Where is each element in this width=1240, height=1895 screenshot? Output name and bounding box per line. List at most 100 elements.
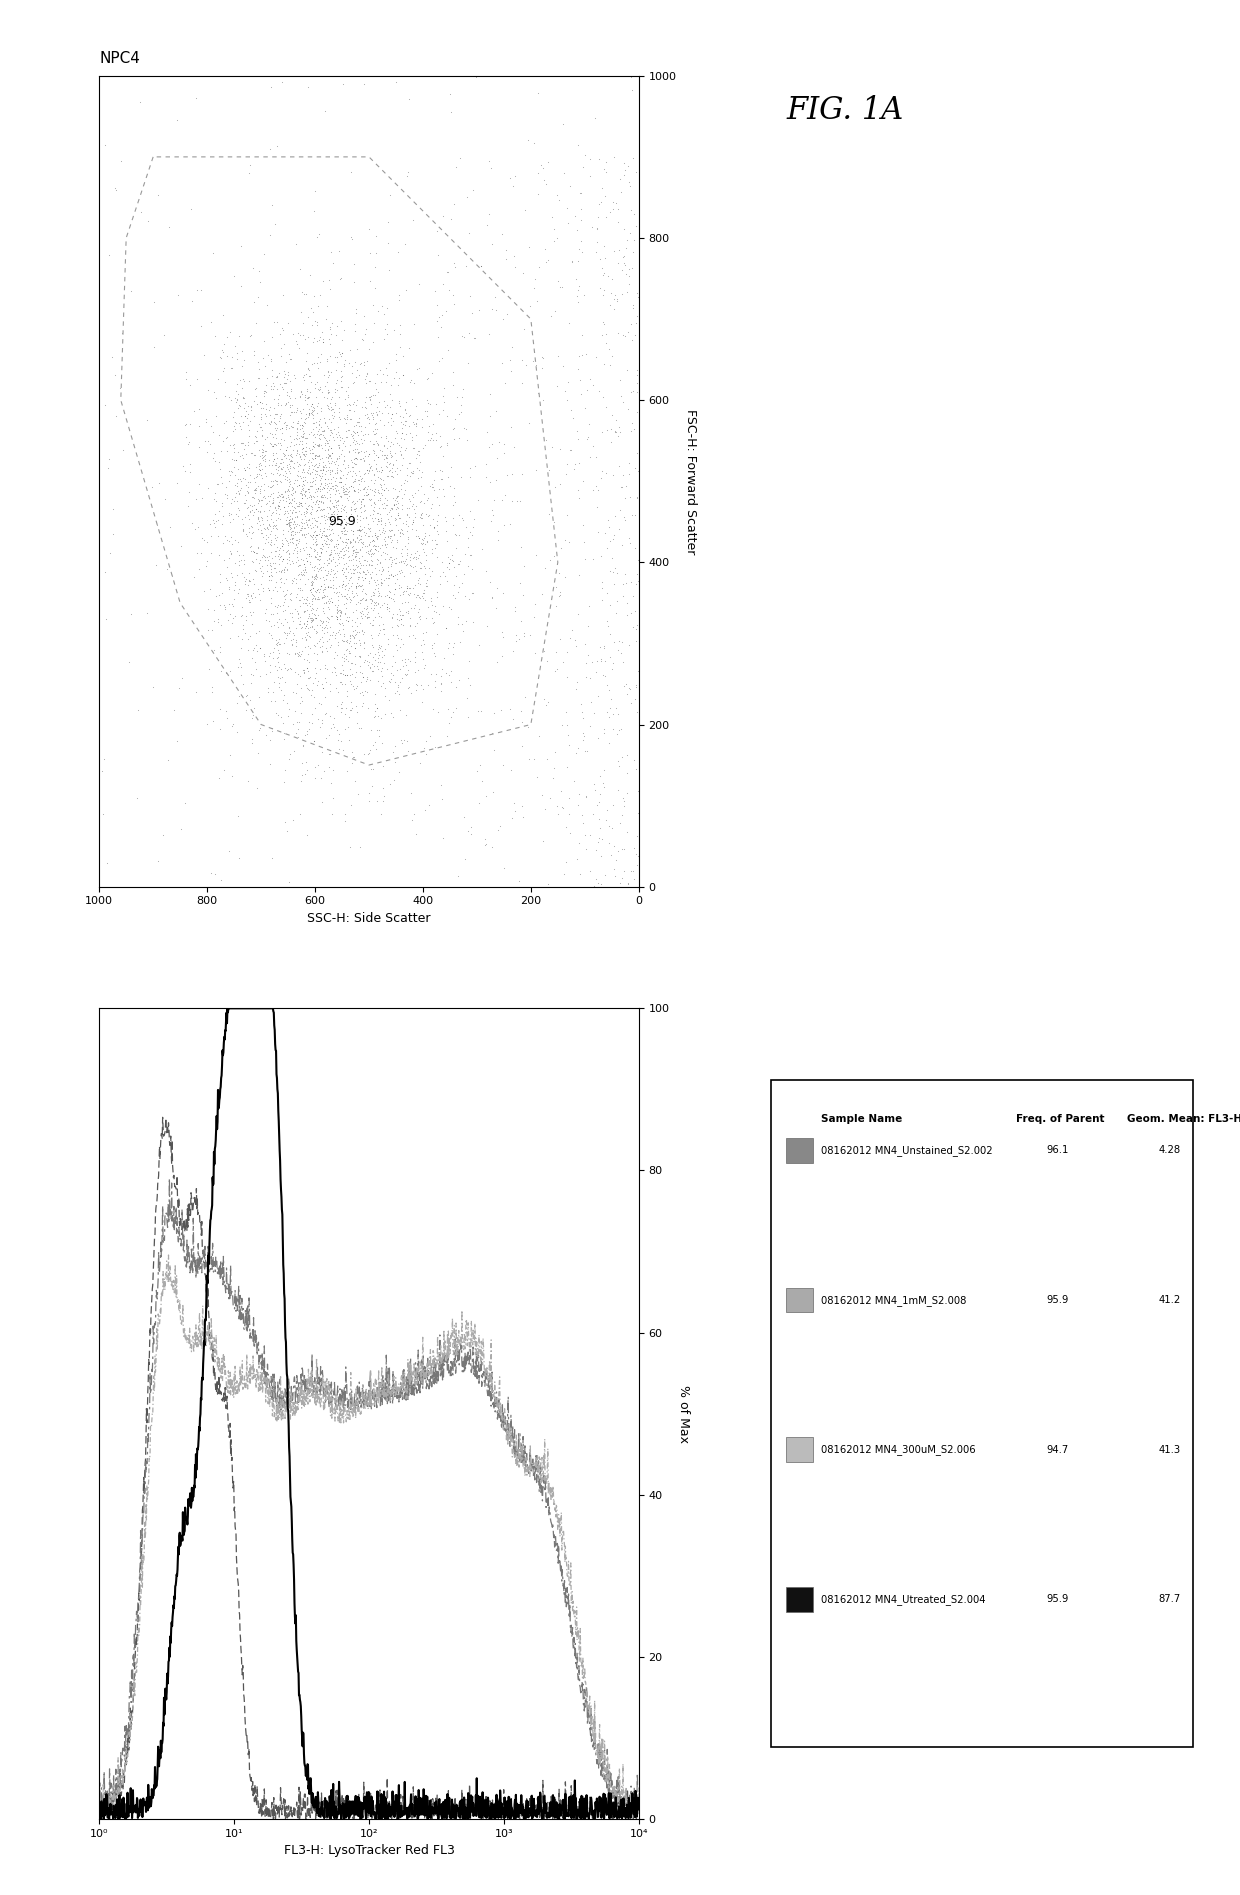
Point: [377, 591, 397, 622]
Point: [615, 320, 635, 351]
Point: [377, 447, 397, 478]
Point: [443, 502, 463, 532]
Point: [608, 557, 627, 587]
Point: [260, 749, 280, 779]
Point: [363, 525, 383, 555]
Point: [627, 396, 647, 426]
Point: [389, 756, 409, 786]
Point: [357, 479, 377, 510]
Point: [296, 531, 316, 561]
Point: [308, 512, 327, 542]
Point: [374, 476, 394, 506]
Point: [403, 489, 423, 519]
Point: [357, 555, 377, 586]
Point: [278, 409, 298, 440]
Point: [263, 440, 283, 470]
Point: [332, 491, 352, 521]
Point: [268, 540, 288, 570]
Point: [439, 275, 459, 305]
Point: [327, 557, 347, 587]
Point: [273, 419, 293, 449]
Point: [238, 578, 258, 608]
Point: [619, 394, 639, 424]
Point: [361, 550, 381, 580]
Point: [629, 872, 649, 902]
Point: [471, 695, 491, 726]
Point: [570, 858, 590, 889]
Point: [312, 502, 332, 532]
Point: [262, 354, 281, 385]
Point: [432, 675, 451, 705]
Point: [335, 468, 355, 498]
Point: [616, 758, 636, 788]
Point: [492, 485, 512, 515]
Point: [580, 364, 600, 394]
Point: [320, 495, 340, 525]
Point: [346, 449, 366, 479]
Point: [309, 430, 329, 460]
Point: [577, 783, 596, 813]
Point: [268, 642, 288, 673]
Point: [232, 633, 252, 663]
Point: [203, 417, 223, 447]
Point: [606, 597, 626, 627]
Point: [347, 557, 367, 587]
Point: [378, 207, 398, 237]
Point: [310, 542, 330, 572]
Point: [312, 669, 332, 699]
Point: [97, 849, 117, 879]
Point: [299, 400, 319, 430]
Point: [275, 457, 295, 487]
Point: [325, 589, 345, 620]
Point: [136, 599, 156, 629]
Point: [374, 538, 394, 568]
Point: [247, 538, 267, 568]
Point: [249, 713, 269, 743]
Point: [306, 523, 326, 553]
Point: [351, 534, 371, 565]
Point: [342, 605, 362, 635]
Point: [279, 470, 299, 500]
Point: [275, 483, 295, 514]
Point: [358, 646, 378, 677]
Point: [440, 656, 460, 686]
Point: [347, 504, 367, 534]
Point: [404, 593, 424, 623]
Point: [435, 561, 455, 591]
Point: [608, 775, 627, 805]
Point: [558, 208, 578, 239]
Point: [523, 273, 543, 303]
Point: [348, 616, 368, 646]
Point: [320, 701, 340, 731]
Point: [340, 620, 360, 650]
Point: [293, 307, 312, 337]
Point: [337, 483, 357, 514]
Point: [294, 474, 314, 504]
Point: [270, 318, 290, 349]
Point: [348, 561, 368, 591]
Point: [351, 485, 371, 515]
Point: [301, 498, 321, 529]
Point: [210, 419, 229, 449]
Point: [618, 601, 637, 631]
Point: [270, 481, 290, 512]
Point: [281, 442, 301, 472]
Point: [386, 568, 405, 599]
Point: [615, 159, 635, 190]
Point: [599, 675, 619, 705]
Point: [320, 330, 340, 360]
Point: [279, 546, 299, 576]
Point: [334, 568, 353, 599]
Point: [107, 402, 126, 432]
Point: [600, 527, 620, 557]
Point: [321, 432, 341, 462]
Point: [394, 561, 414, 591]
Point: [340, 334, 360, 364]
Point: [336, 479, 356, 510]
Point: [603, 523, 622, 553]
Point: [423, 555, 443, 586]
Point: [434, 387, 454, 417]
Point: [615, 483, 635, 514]
Point: [366, 589, 386, 620]
Point: [300, 438, 320, 468]
